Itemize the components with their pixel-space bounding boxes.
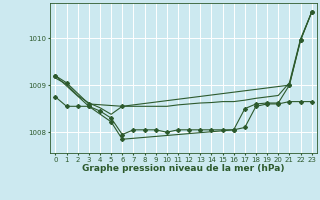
X-axis label: Graphe pression niveau de la mer (hPa): Graphe pression niveau de la mer (hPa) xyxy=(82,164,285,173)
